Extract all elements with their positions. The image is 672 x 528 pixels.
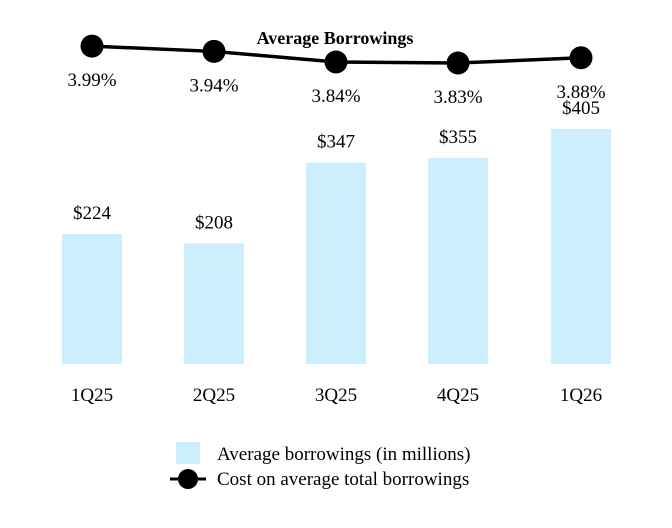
- x-axis-labels: 1Q25 2Q25 3Q25 4Q25 1Q26: [71, 385, 602, 406]
- legend-bar-label: Average borrowings (in millions): [217, 444, 470, 465]
- bar-2Q25: [184, 243, 244, 364]
- line-point-3Q25: [324, 50, 348, 74]
- bar-value-label-3Q25: $347: [317, 132, 355, 153]
- x-tick-label-4Q25: 4Q25: [437, 385, 479, 406]
- legend-bar-swatch: [176, 442, 200, 464]
- line-point-1Q25: [80, 34, 104, 58]
- bar-1Q26: [551, 129, 611, 364]
- legend: Average borrowings (in millions) Cost on…: [170, 442, 470, 490]
- bar-3Q25: [306, 162, 366, 364]
- legend-marker-icon: [178, 469, 198, 489]
- line-value-label-4Q25: 3.83%: [433, 87, 482, 108]
- bar-value-label-1Q25: $224: [73, 203, 112, 224]
- bar-value-labels: $224 $208 $347 $355 $405: [73, 98, 600, 233]
- line-value-label-3Q25: 3.84%: [311, 86, 360, 107]
- line-series: [80, 34, 593, 75]
- line-point-4Q25: [446, 51, 470, 75]
- bar-value-label-4Q25: $355: [439, 127, 477, 148]
- line-point-1Q26: [569, 46, 593, 70]
- x-tick-label-3Q25: 3Q25: [315, 385, 357, 406]
- bar-4Q25: [428, 158, 488, 364]
- line-value-label-2Q25: 3.94%: [189, 75, 238, 96]
- legend-line-label: Cost on average total borrowings: [217, 469, 469, 490]
- bar-series: [62, 129, 611, 364]
- chart-title: Average Borrowings: [257, 28, 414, 48]
- line-value-labels: 3.99% 3.94% 3.84% 3.83% 3.88%: [67, 70, 605, 108]
- x-tick-label-1Q25: 1Q25: [71, 385, 113, 406]
- bar-1Q25: [62, 234, 122, 364]
- line-point-2Q25: [202, 39, 226, 63]
- bar-value-label-1Q26: $405: [562, 98, 600, 119]
- x-tick-label-2Q25: 2Q25: [193, 385, 235, 406]
- bar-value-label-2Q25: $208: [195, 212, 233, 233]
- line-value-label-1Q25: 3.99%: [67, 70, 116, 91]
- x-tick-label-1Q26: 1Q26: [560, 385, 602, 406]
- line-value-label-1Q26: 3.88%: [556, 82, 605, 103]
